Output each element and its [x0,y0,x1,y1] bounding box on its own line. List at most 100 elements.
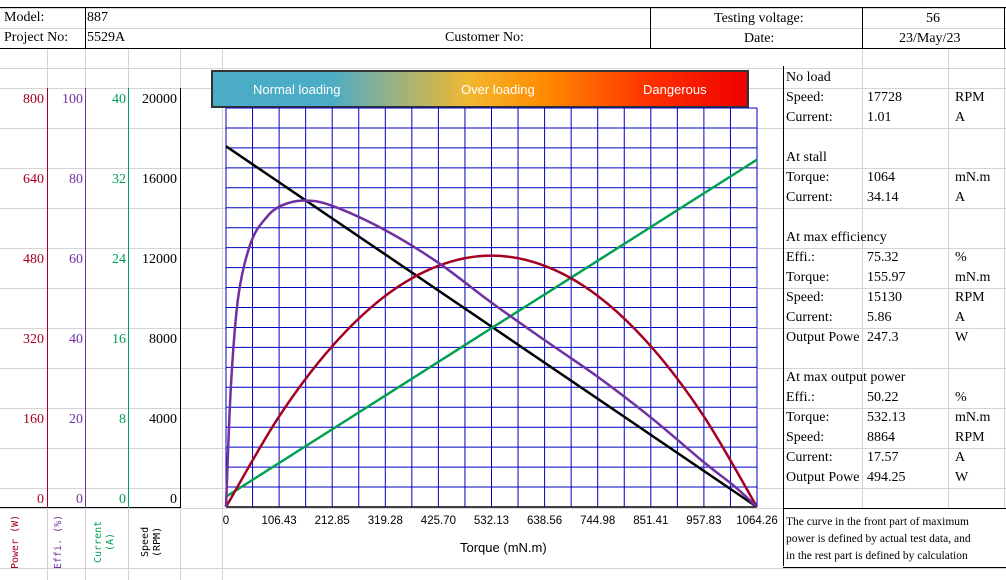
max-eff-power-value: 247.3 [867,330,899,345]
x-tick-label: 212.85 [314,515,350,527]
power-curve [224,254,759,508]
date-value: 23/May/23 [899,31,961,46]
max-eff-power-unit: W [955,330,969,345]
max-eff-torque-label: Torque: [786,270,830,285]
max-power-torque-unit: mN.m [955,410,991,425]
stall-torque-label: Torque: [786,170,830,185]
stall-current-value: 34.14 [867,190,899,205]
max-power-effi-label: Effi.: [786,390,815,405]
effi-tick-label: 40 [69,332,83,347]
max-eff-current-value: 5.86 [867,310,892,325]
no-load-speed-label: Speed: [786,90,825,105]
max-eff-effi-value: 75.32 [867,250,899,265]
x-tick-label: 1064.26 [736,515,778,527]
stall-current-unit: A [955,190,966,205]
x-axis-label: Torque (mN.m) [460,540,547,555]
max-power-speed-value: 8864 [867,430,895,445]
current-tick-label: 0 [119,492,126,507]
power-tick-label: 320 [23,332,44,347]
current-curve [225,158,758,498]
max-power-torque-label: Torque: [786,410,830,425]
project-label: Project No: [4,30,69,45]
no-load-title: No load [786,70,831,85]
stall-current-label: Current: [786,190,833,205]
max-power-current-unit: A [955,450,966,465]
voltage-label: Testing voltage: [714,11,804,26]
current-tick-label: 16 [112,332,126,347]
max-eff-torque-value: 155.97 [867,270,906,285]
power-tick-label: 160 [23,412,44,427]
max-eff-effi-unit: % [955,250,967,265]
max-power-torque-value: 532.13 [867,410,906,425]
max-power-title: At max output power [786,370,906,385]
x-tick-label: 319.28 [367,515,403,527]
note-line-2: power is defined by actual test data, an… [786,533,971,545]
stall-torque-value: 1064 [867,170,895,185]
x-tick-label: 0 [222,515,230,527]
max-eff-current-label: Current: [786,310,833,325]
speed-tick-label: 8000 [149,332,177,347]
effi-tick-label: 100 [62,92,83,107]
current-tick-label: 32 [112,172,126,187]
stall-torque-unit: mN.m [955,170,991,185]
power-tick-label: 640 [23,172,44,187]
current-tick-label: 24 [112,252,126,267]
max-power-speed-unit: RPM [955,430,985,445]
max-power-effi-unit: % [955,390,967,405]
no-load-speed-unit: RPM [955,90,985,105]
max-eff-power-label: Output Powe [786,330,860,345]
stall-title: At stall [786,150,827,165]
speed-tick-label: 4000 [149,412,177,427]
effi-tick-label: 60 [69,252,83,267]
customer-label: Customer No: [445,30,524,45]
date-label: Date: [744,31,775,46]
normal-loading-label: Normal loading [253,82,341,97]
x-tick-label: 532.13 [473,515,510,527]
no-load-current-label: Current: [786,110,833,125]
max-power-speed-label: Speed: [786,430,825,445]
x-tick-label: 106.43 [261,515,297,527]
power-tick-label: 0 [37,492,44,507]
max-eff-speed-value: 15130 [867,290,902,305]
speed-tick-label: 16000 [142,172,177,187]
max-power-power-label: Output Powe [786,470,860,485]
max-eff-torque-unit: mN.m [955,270,991,285]
max-eff-speed-label: Speed: [786,290,825,305]
no-load-current-unit: A [955,110,966,125]
effi-curve [224,199,758,508]
x-tick-label: 851.41 [633,515,669,527]
no-load-current-value: 1.01 [867,110,892,125]
max-power-power-unit: W [955,470,969,485]
speed-curve [225,145,758,509]
speed-tick-label: 20000 [142,92,177,107]
max-eff-current-unit: A [955,310,966,325]
speed-tick-label: 0 [170,492,177,507]
note-line-3: in the rest part is defined by calculati… [786,550,968,562]
note-line-1: The curve in the front part of maximum [786,516,969,528]
x-tick-label: 957.83 [686,515,722,527]
loading-zone-banner: Normal loading Over loading Dangerous [211,70,749,108]
project-value: 5529A [87,30,126,45]
over-loading-label: Over loading [461,82,535,97]
max-eff-title: At max efficiency [786,230,887,245]
x-tick-label: 638.56 [527,515,563,527]
current-tick-label: 8 [119,412,126,427]
max-eff-speed-unit: RPM [955,290,985,305]
effi-tick-label: 80 [69,172,83,187]
effi-tick-label: 0 [76,492,83,507]
x-tick-label: 744.98 [580,515,616,527]
model-value: 887 [87,10,108,25]
no-load-speed-value: 17728 [867,90,902,105]
dangerous-label: Dangerous [643,82,707,97]
effi-tick-label: 20 [69,412,83,427]
power-tick-label: 480 [23,252,44,267]
max-power-current-label: Current: [786,450,833,465]
speed-tick-label: 12000 [142,252,177,267]
current-tick-label: 40 [112,92,126,107]
max-eff-effi-label: Effi.: [786,250,815,265]
model-label: Model: [4,10,45,25]
power-tick-label: 800 [23,92,44,107]
voltage-value: 56 [926,11,940,26]
x-tick-label: 425.70 [420,515,456,527]
